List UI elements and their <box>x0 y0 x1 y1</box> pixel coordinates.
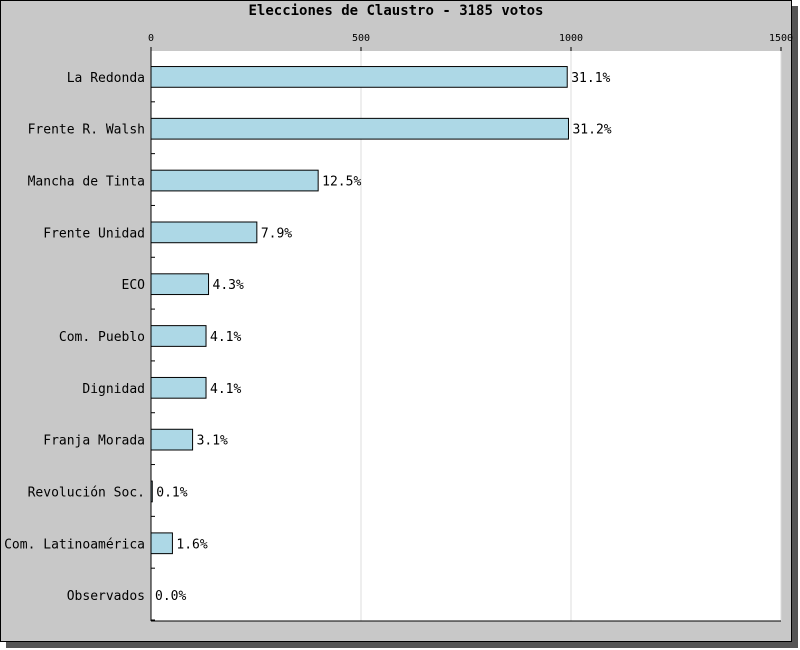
bar <box>150 428 194 451</box>
value-label: 0.0% <box>155 589 186 604</box>
category-label: La Redonda <box>67 71 145 86</box>
value-label: 4.3% <box>213 278 244 293</box>
value-label: 31.1% <box>571 71 610 86</box>
bar <box>150 376 207 399</box>
bar <box>150 221 258 244</box>
plot-area <box>151 51 781 621</box>
category-label: Com. Latinoamérica <box>4 537 145 552</box>
bar <box>150 325 207 347</box>
category-label: Mancha de Tinta <box>28 175 145 190</box>
value-label: 0.1% <box>156 485 187 500</box>
value-label: 4.1% <box>210 330 241 345</box>
bar <box>150 66 568 88</box>
value-label: 12.5% <box>322 175 361 190</box>
bar <box>150 532 173 555</box>
bar <box>150 480 153 503</box>
category-label: Revolución Soc. <box>28 485 145 500</box>
value-label: 7.9% <box>261 226 292 241</box>
category-label: Franja Morada <box>43 434 145 449</box>
category-label: ECO <box>122 278 146 293</box>
x-tick-label: 0 <box>148 33 154 44</box>
value-label: 1.6% <box>176 537 207 552</box>
value-label: 31.2% <box>572 123 611 138</box>
chart-title: Elecciones de Claustro - 3185 votos <box>248 3 544 19</box>
value-label: 3.1% <box>197 434 228 449</box>
bar <box>150 273 210 296</box>
value-label: 4.1% <box>210 382 241 397</box>
x-tick-label: 1000 <box>559 33 583 44</box>
category-label: Frente Unidad <box>43 226 145 241</box>
bar <box>150 169 319 192</box>
frame-shadow-right <box>792 6 798 648</box>
x-tick-label: 1500 <box>769 33 793 44</box>
category-label: Com. Pueblo <box>59 330 145 345</box>
category-label: Observados <box>67 589 145 604</box>
frame-shadow-bottom <box>6 642 798 648</box>
category-label: Frente R. Walsh <box>28 123 145 138</box>
bar <box>150 117 569 140</box>
x-tick-label: 500 <box>352 33 370 44</box>
category-label: Dignidad <box>82 382 145 397</box>
